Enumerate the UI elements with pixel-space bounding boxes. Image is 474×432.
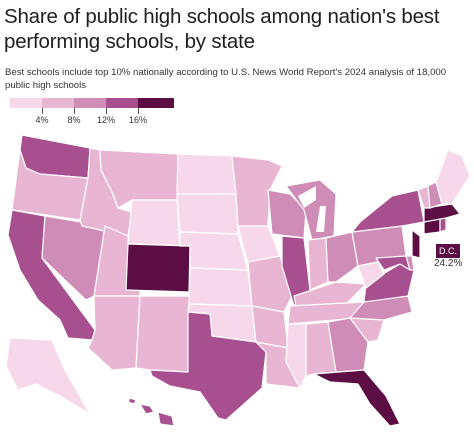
state-ks[interactable] <box>188 267 253 307</box>
legend-tick-16: 16% <box>128 115 147 125</box>
state-tx[interactable] <box>149 311 267 421</box>
state-va[interactable] <box>363 263 415 303</box>
page-subtitle: Best schools include top 10% nationally … <box>5 67 447 91</box>
state-sd[interactable] <box>176 193 239 235</box>
state-mo[interactable] <box>247 255 293 313</box>
state-nj[interactable] <box>411 229 421 259</box>
state-co[interactable] <box>125 243 191 293</box>
state-az[interactable] <box>87 295 141 371</box>
page-title: Share of public high schools among natio… <box>4 5 440 53</box>
state-ma[interactable] <box>423 203 461 223</box>
dc-callout-value: 24.2% <box>434 258 463 269</box>
state-wi[interactable] <box>267 189 307 239</box>
legend-swatch-4 <box>106 98 138 108</box>
color-legend: 4% 8% 12% 16% <box>10 98 180 128</box>
legend-swatch-1 <box>10 98 42 108</box>
legend-swatch-3 <box>74 98 106 108</box>
state-fl[interactable] <box>313 369 401 427</box>
state-me[interactable] <box>435 149 471 205</box>
state-de[interactable] <box>405 255 415 271</box>
legend-tick-mark <box>74 108 75 114</box>
state-ri[interactable] <box>439 217 447 233</box>
state-ne[interactable] <box>179 231 249 271</box>
legend-tick-4: 4% <box>35 115 49 125</box>
state-ak[interactable] <box>5 337 91 415</box>
state-ms[interactable] <box>285 323 307 389</box>
state-md[interactable] <box>375 255 411 271</box>
state-in[interactable] <box>307 237 329 291</box>
legend-tick-mark <box>42 108 43 114</box>
dc-callout-label: D.C. <box>436 244 460 258</box>
great-lakes <box>298 186 348 232</box>
state-ny[interactable] <box>351 189 425 233</box>
legend-tick-mark <box>138 108 139 114</box>
state-ga[interactable] <box>327 317 369 373</box>
state-mn[interactable] <box>231 155 283 227</box>
legend-tick-mark <box>106 108 107 114</box>
state-nd[interactable] <box>176 153 237 195</box>
state-oh[interactable] <box>325 231 359 283</box>
us-states-choropleth-map <box>5 134 471 427</box>
legend-swatch-5 <box>138 98 174 108</box>
legend-tick-12: 12% <box>96 115 115 125</box>
state-nm[interactable] <box>135 295 191 373</box>
legend-swatch-2 <box>42 98 74 108</box>
state-wy[interactable] <box>127 199 181 247</box>
legend-tick-8: 8% <box>67 115 81 125</box>
state-hi[interactable] <box>127 397 175 427</box>
